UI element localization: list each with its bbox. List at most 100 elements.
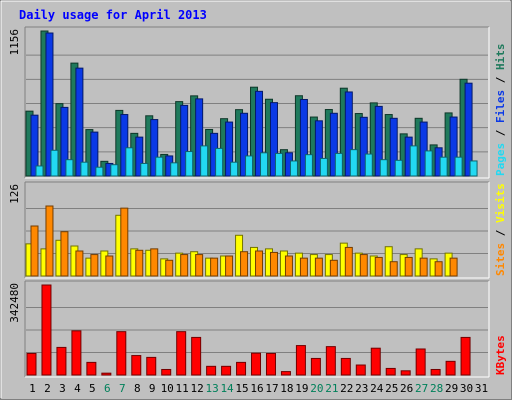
bar-pages-day-27 <box>424 150 433 177</box>
bar-files-day-30 <box>464 82 473 177</box>
bar-kbytes-day-14 <box>221 365 232 376</box>
bar-pages-day-14 <box>230 161 239 177</box>
bar-files-day-29 <box>449 116 458 177</box>
legend-entry: KBytes <box>494 335 507 375</box>
bar-sites-day-8 <box>135 249 144 277</box>
bar-sites-day-29 <box>449 257 458 277</box>
bar-sites-day-20 <box>314 257 323 277</box>
bar-kbytes-day-5 <box>86 361 97 376</box>
x-label-day-15: 15 <box>235 382 248 395</box>
bar-pages-day-15 <box>245 155 254 177</box>
bar-files-day-2 <box>45 32 54 177</box>
bar-pages-day-26 <box>409 145 418 177</box>
bar-kbytes-day-16 <box>251 352 262 376</box>
bar-files-day-20 <box>314 120 323 177</box>
bar-files-day-17 <box>269 102 278 177</box>
legend-entry: Pages <box>494 143 507 176</box>
legend-entry: Visits <box>494 183 507 223</box>
bar-kbytes-day-3 <box>56 346 67 376</box>
bar-sites-day-15 <box>240 251 249 277</box>
bar-files-day-1 <box>30 114 39 177</box>
panel-kbytes: 342480 KBytes <box>8 280 507 378</box>
x-label-day-8: 8 <box>134 382 141 395</box>
bar-kbytes-day-10 <box>161 368 172 376</box>
bar-pages-day-19 <box>304 154 313 177</box>
bar-sites-day-24 <box>374 256 383 277</box>
bar-sites-day-7 <box>120 207 129 277</box>
bar-pages-day-3 <box>65 159 74 177</box>
bar-kbytes-day-25 <box>385 367 396 376</box>
panel-visitors: 126 Sites / Visits <box>8 181 507 279</box>
legend-kbytes: KBytes <box>494 335 507 375</box>
x-label-day-27: 27 <box>415 382 428 395</box>
bar-kbytes-day-4 <box>71 330 82 376</box>
bar-sites-day-5 <box>90 254 99 277</box>
x-label-day-26: 26 <box>400 382 413 395</box>
bar-files-day-19 <box>299 98 308 177</box>
bar-sites-day-10 <box>165 259 174 277</box>
y-max-label: 342480 <box>8 283 21 323</box>
bar-kbytes-day-26 <box>400 370 411 376</box>
bar-sites-day-19 <box>299 257 308 277</box>
bar-files-day-22 <box>344 91 353 177</box>
bar-files-day-3 <box>60 106 69 177</box>
bar-pages-day-18 <box>289 160 298 177</box>
bar-sites-day-27 <box>419 257 428 277</box>
bar-sites-day-11 <box>180 254 189 277</box>
bar-files-day-14 <box>225 121 234 177</box>
bar-pages-day-24 <box>379 159 388 177</box>
bar-files-day-23 <box>359 116 368 177</box>
bar-pages-day-30 <box>469 160 478 177</box>
bar-files-day-4 <box>75 67 84 177</box>
bar-pages-day-21 <box>334 152 343 177</box>
bar-kbytes-day-2 <box>41 284 52 376</box>
bar-kbytes-day-30 <box>460 336 471 376</box>
x-label-day-14: 14 <box>220 382 234 395</box>
x-label-day-24: 24 <box>370 382 384 395</box>
bar-files-day-12 <box>195 98 204 177</box>
bar-kbytes-day-18 <box>280 371 291 376</box>
bar-kbytes-day-12 <box>191 336 202 376</box>
bar-pages-day-25 <box>394 159 403 177</box>
x-label-day-28: 28 <box>430 382 443 395</box>
x-label-day-21: 21 <box>325 382 338 395</box>
bar-pages-day-5 <box>95 166 104 177</box>
x-label-day-23: 23 <box>355 382 368 395</box>
bar-files-day-5 <box>90 131 99 177</box>
bar-files-day-24 <box>374 105 383 177</box>
bar-kbytes-day-28 <box>430 368 441 376</box>
x-label-day-7: 7 <box>119 382 126 395</box>
x-label-day-5: 5 <box>89 382 96 395</box>
bar-sites-day-4 <box>75 250 84 277</box>
bar-pages-day-20 <box>319 157 328 177</box>
legend-separator: / <box>494 123 507 143</box>
bar-files-day-16 <box>255 90 264 177</box>
bar-files-day-25 <box>389 117 398 177</box>
bar-sites-day-17 <box>269 251 278 277</box>
bar-sites-day-9 <box>150 248 159 277</box>
bar-sites-day-12 <box>195 254 204 277</box>
bar-kbytes-day-15 <box>236 361 247 376</box>
bar-kbytes-day-19 <box>295 345 306 376</box>
legend-separator: / <box>494 223 507 243</box>
bar-files-day-9 <box>150 119 159 177</box>
x-label-day-25: 25 <box>385 382 398 395</box>
bar-kbytes-day-11 <box>176 331 187 376</box>
bar-pages-day-28 <box>439 156 448 177</box>
chart-panels: 1156 Pages / Files / Hits 126 Sites / Visit… <box>8 26 507 378</box>
bar-files-day-15 <box>240 112 249 177</box>
bar-files-day-7 <box>120 114 129 177</box>
x-label-day-13: 13 <box>205 382 218 395</box>
bar-sites-day-25 <box>389 261 398 277</box>
x-label-day-11: 11 <box>176 382 189 395</box>
x-label-day-19: 19 <box>295 382 308 395</box>
bar-sites-day-23 <box>359 254 368 277</box>
bar-kbytes-day-7 <box>116 331 127 376</box>
bar-files-day-8 <box>135 136 144 177</box>
bar-kbytes-day-1 <box>26 352 37 376</box>
legend-entry: Sites <box>494 243 507 276</box>
bar-sites-day-14 <box>225 255 234 277</box>
x-label-day-6: 6 <box>104 382 111 395</box>
legend-traffic: Pages / Files / Hits <box>494 44 507 177</box>
x-label-day-10: 10 <box>161 382 174 395</box>
